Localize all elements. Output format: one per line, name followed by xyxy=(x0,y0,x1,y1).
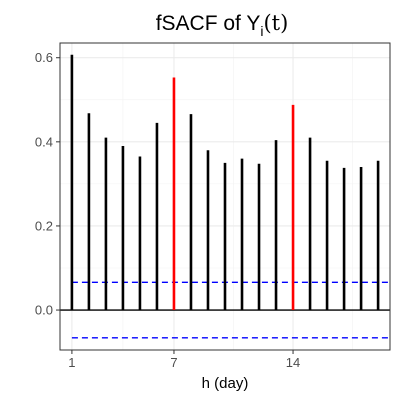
chart-title-suffix: (t) xyxy=(263,11,288,35)
chart-title-subscript: i xyxy=(260,23,263,39)
x-axis-title: h (day) xyxy=(202,375,249,392)
x-axis: 1 7 14 xyxy=(68,350,300,370)
x-tick-label: 7 xyxy=(170,355,177,370)
y-tick-label: 0.2 xyxy=(35,218,53,233)
x-tick-label: 14 xyxy=(286,355,300,370)
y-tick-label: 0.6 xyxy=(35,50,53,65)
y-axis: 0.0 0.2 0.4 0.6 xyxy=(35,50,60,318)
plot-panel xyxy=(59,42,391,351)
x-tick-label: 1 xyxy=(68,355,75,370)
panel-border xyxy=(59,42,391,351)
y-tick-label: 0.0 xyxy=(35,303,53,318)
y-tick-label: 0.4 xyxy=(35,134,53,149)
chart-title: fSACF of Yi(t) xyxy=(156,11,289,39)
